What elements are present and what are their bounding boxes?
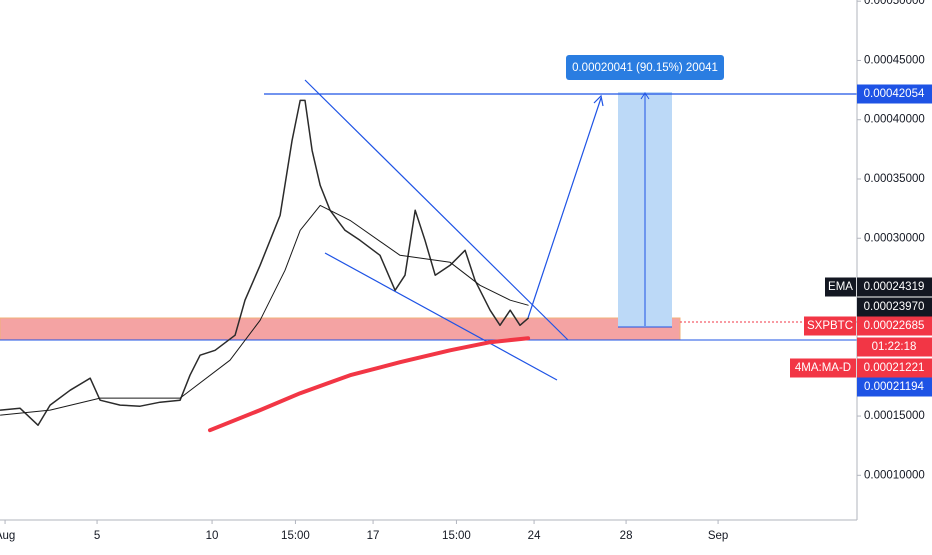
price-tag-box	[857, 277, 932, 297]
x-tick-label: 15:00	[442, 530, 471, 542]
price-tag-box	[857, 84, 932, 104]
price-tag-name: SXPBTC	[807, 320, 853, 332]
lower-trendline	[324, 252, 558, 381]
x-tick-label: 5	[94, 530, 100, 542]
price-tag-box	[857, 297, 932, 317]
y-tick-label: 0.00040000	[864, 114, 925, 126]
support-zone	[0, 317, 681, 341]
series-line	[0, 99, 529, 426]
price-tag-box	[857, 377, 932, 397]
measure-label-box	[566, 55, 724, 80]
y-tick-label: 0.00035000	[864, 173, 925, 185]
series-line	[0, 204, 529, 416]
x-tick-label: 15:00	[281, 530, 310, 542]
y-tick-label: 0.00010000	[864, 469, 925, 481]
price-tag: 0.00024319	[864, 281, 925, 293]
price-tag-box	[857, 358, 932, 378]
projection-arrowhead	[593, 94, 604, 107]
plot: 0.00050000 0.00045000 0.00040000 0.00035000…	[0, 0, 925, 542]
price-tag: 0.00042054	[864, 88, 925, 100]
y-tick-label: 0.00030000	[864, 232, 925, 244]
x-tick-label: 24	[528, 530, 541, 542]
series-line	[208, 336, 531, 433]
price-tag-name-box	[790, 358, 856, 378]
y-tick-label: 0.00045000	[864, 54, 925, 66]
price-tag-box	[857, 316, 932, 336]
price-tag: 0.00021194	[864, 381, 925, 393]
price-tag-box	[857, 337, 932, 357]
measure-arrowhead	[640, 92, 650, 100]
price-tag: 01:22:18	[872, 341, 917, 353]
upper-trendline	[304, 79, 569, 341]
measure-label: 0.00020041 (90.15%) 20041	[572, 62, 718, 74]
price-tag-name: EMA	[828, 281, 853, 293]
price-tag-name-box	[804, 316, 856, 336]
projection-arrow	[527, 97, 602, 319]
price-tag: 0.00021221	[864, 362, 925, 374]
y-tick-label: 0.00015000	[864, 410, 925, 422]
x-tick-label: 28	[620, 530, 633, 542]
price-tag-name-box	[825, 277, 856, 297]
x-tick-label: 10	[206, 530, 219, 542]
y-tick-label: 0.00050000	[864, 0, 925, 7]
x-tick-label: Sep	[708, 530, 728, 542]
x-tick-label: 17	[367, 530, 380, 542]
price-tag-name: 4MA:MA-D	[795, 362, 851, 374]
x-tick-label: Aug	[0, 530, 15, 542]
price-tag: 0.00022685	[864, 320, 925, 332]
price-tag: 0.00023970	[864, 301, 925, 313]
